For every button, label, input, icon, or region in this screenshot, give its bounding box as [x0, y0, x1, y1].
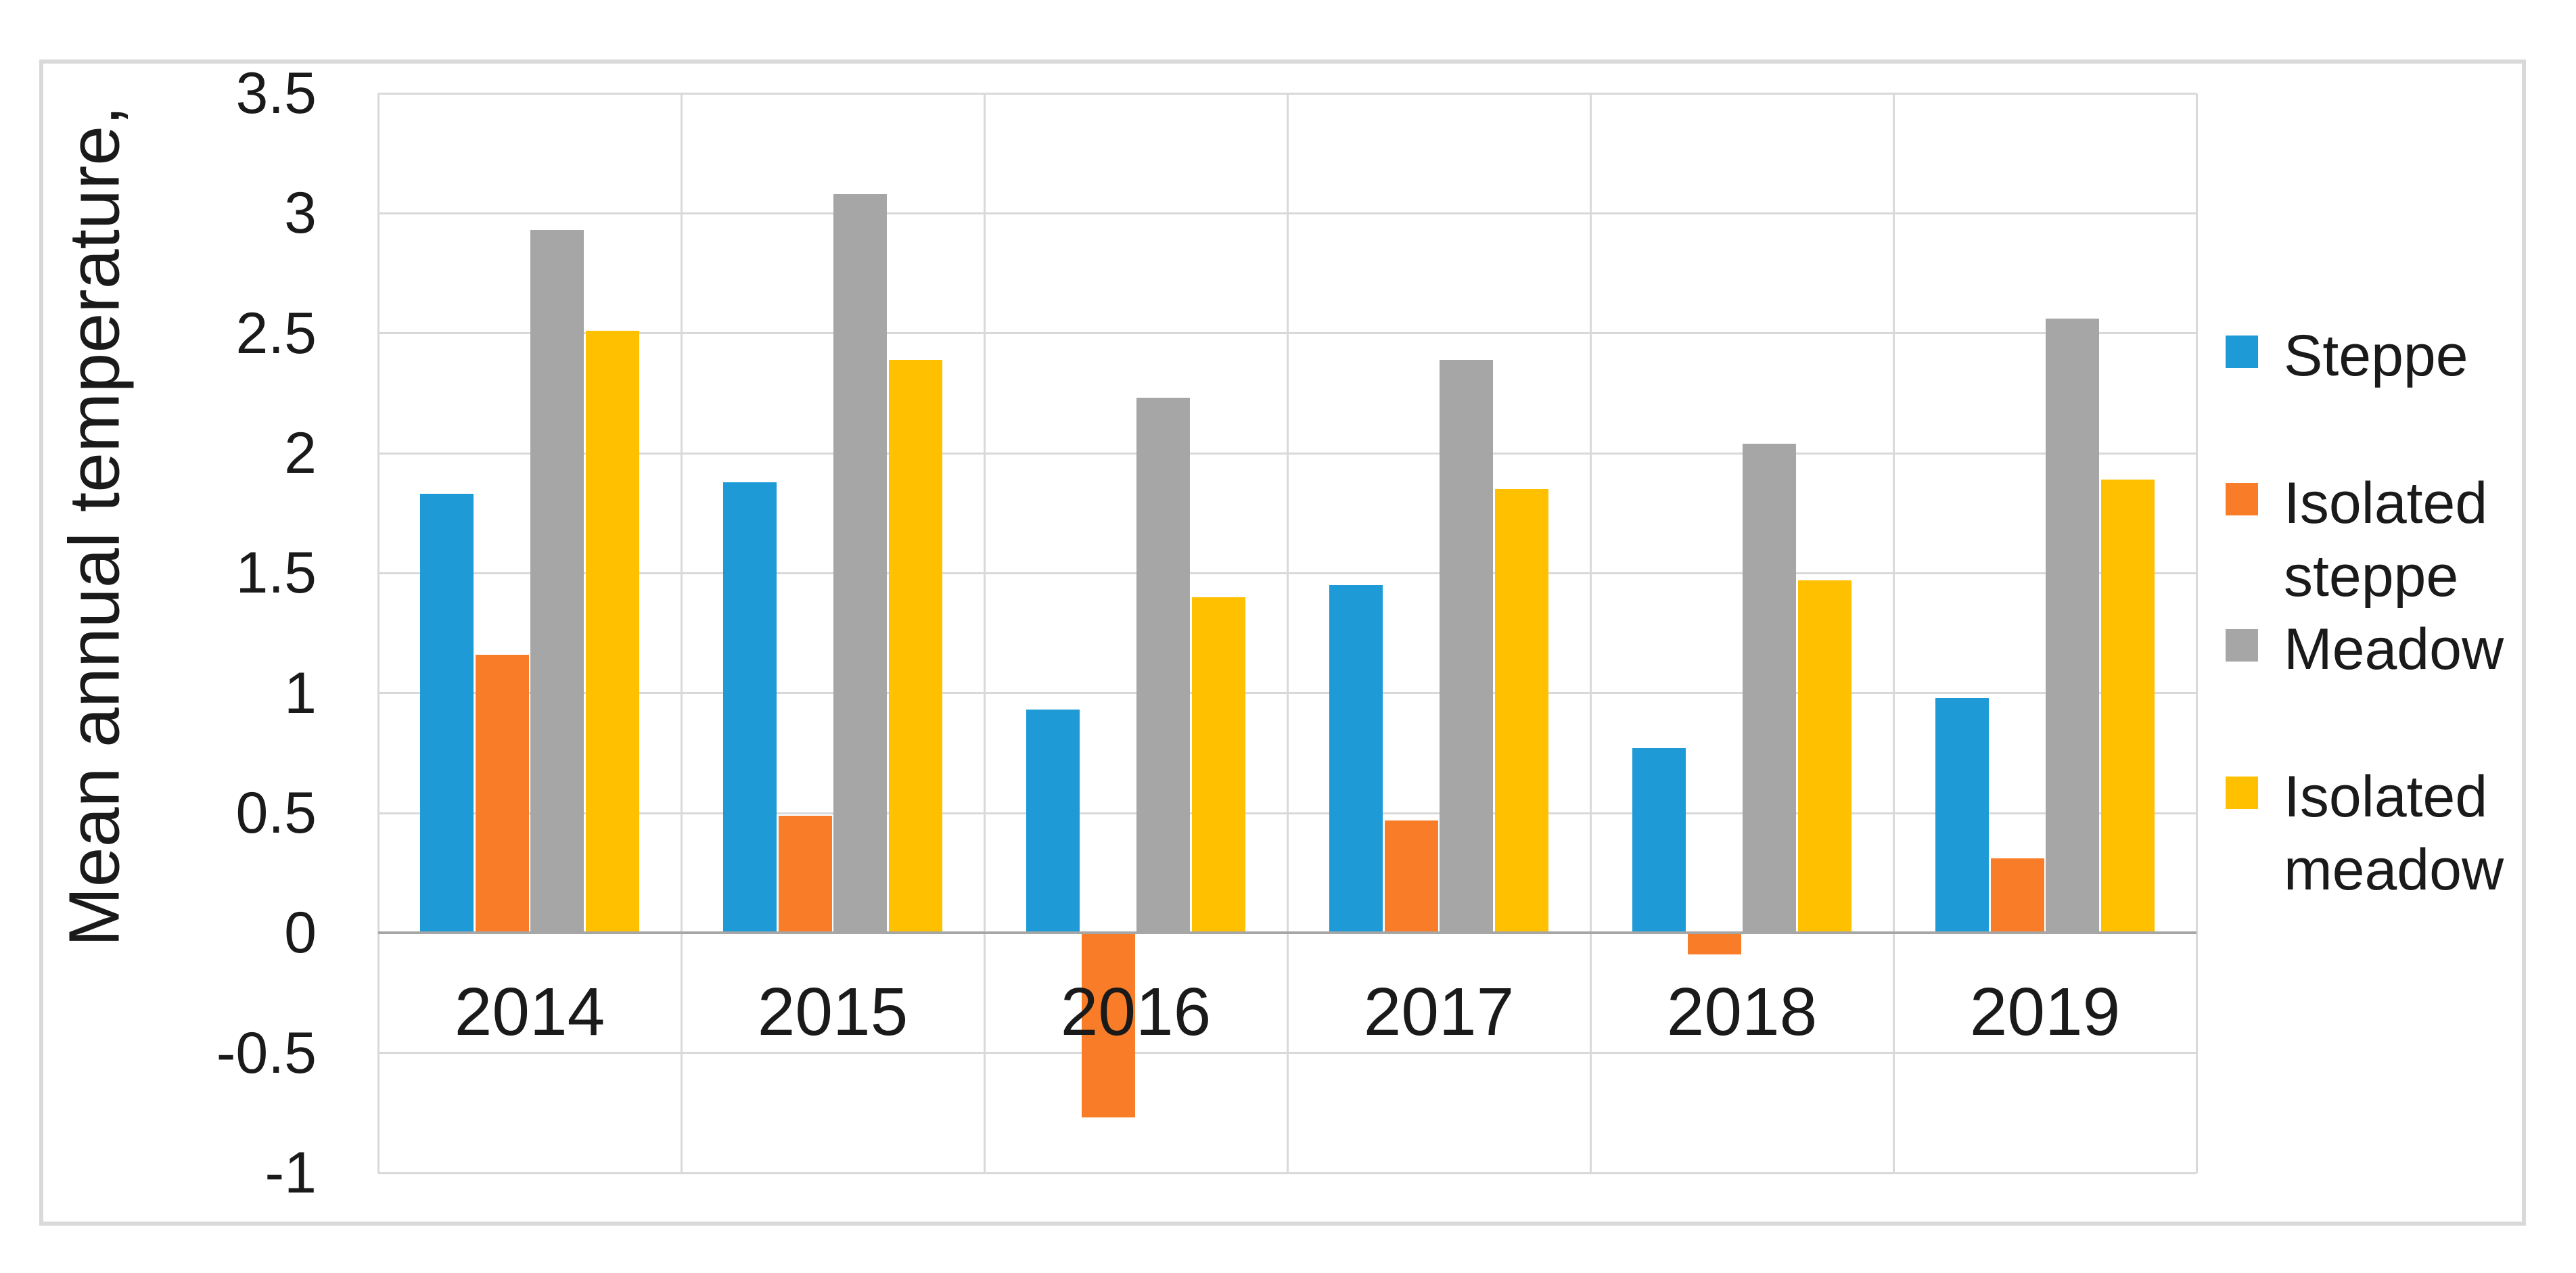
legend-item-meadow: Meadow: [2226, 613, 2544, 759]
x-category-label-2016: 2016: [1060, 974, 1212, 1050]
legend-label-meadow: Meadow: [2284, 617, 2504, 682]
bar-steppe-2014: [420, 494, 474, 933]
bar-steppe-2019: [1935, 697, 1990, 933]
category-separator-4: [1589, 93, 1592, 1173]
bar-isolated-steppe-2017: [1384, 820, 1438, 933]
y-tick-label-1.5: 1.5: [235, 540, 317, 606]
bar-steppe-2015: [723, 482, 777, 933]
bar-steppe-2018: [1632, 748, 1686, 933]
y-tick-label--1: -1: [264, 1140, 317, 1205]
bar-meadow-2018: [1743, 443, 1797, 933]
legend-label-isolated-meadow: Isolated meadow: [2284, 764, 2504, 902]
legend-label-isolated-steppe: Isolated steppe: [2284, 471, 2488, 609]
legend-item-isolated-steppe: Isolated steppe: [2226, 467, 2544, 613]
bar-isolated-meadow-2015: [888, 359, 942, 933]
category-separator-6: [2195, 93, 2198, 1173]
bar-meadow-2019: [2046, 319, 2100, 933]
bar-isolated-steppe-2018: [1687, 933, 1741, 955]
category-separator-2: [983, 93, 986, 1173]
bar-meadow-2014: [530, 230, 584, 933]
y-tick-label-0: 0: [284, 900, 317, 966]
y-tick-label-3: 3: [284, 181, 317, 246]
bar-isolated-meadow-2019: [2100, 480, 2155, 933]
y-axis-tick-labels: 3.5 3 2.5 2 1.5 1 0.5 0 -0.5 -1: [81, 0, 317, 1273]
bar-meadow-2016: [1136, 398, 1191, 933]
legend-swatch-meadow: [2226, 629, 2258, 662]
bar-meadow-2015: [833, 193, 888, 933]
plot-area: 2014 2015 2016 2017 2018 2019: [377, 92, 2198, 1174]
legend: Steppe Isolated steppe Meadow Isolated mead…: [2226, 0, 2544, 1273]
y-tick-label-3.5: 3.5: [235, 61, 317, 126]
category-separator-1: [680, 93, 683, 1173]
legend-item-isolated-meadow: Isolated meadow: [2226, 760, 2544, 906]
category-separator-3: [1286, 93, 1289, 1173]
legend-swatch-steppe: [2226, 335, 2258, 368]
legend-label-steppe: Steppe: [2284, 323, 2468, 388]
category-separator-5: [1892, 93, 1895, 1173]
y-tick-label--0.5: -0.5: [216, 1020, 317, 1086]
bar-isolated-meadow-2016: [1191, 597, 1245, 933]
bar-isolated-steppe-2015: [778, 815, 832, 933]
y-axis-line: [377, 93, 380, 1173]
x-category-label-2017: 2017: [1363, 974, 1515, 1050]
bar-isolated-meadow-2018: [1797, 580, 1852, 933]
x-category-label-2015: 2015: [757, 974, 908, 1050]
x-category-label-2019: 2019: [1969, 974, 2121, 1050]
y-tick-label-0.5: 0.5: [235, 781, 317, 846]
zero-axis-line: [378, 931, 2196, 935]
bar-steppe-2016: [1026, 710, 1080, 933]
y-tick-label-2.5: 2.5: [235, 300, 317, 366]
bar-isolated-steppe-2014: [475, 654, 529, 933]
bar-isolated-steppe-2016: [1081, 933, 1135, 1118]
y-tick-label-1: 1: [284, 660, 317, 726]
bar-isolated-steppe-2019: [1990, 858, 2044, 933]
legend-item-steppe: Steppe: [2226, 319, 2544, 465]
bar-isolated-meadow-2014: [585, 331, 639, 933]
gridline-y--1: [378, 1172, 2196, 1174]
bar-meadow-2017: [1440, 359, 1494, 933]
y-tick-label-2: 2: [284, 421, 317, 486]
legend-swatch-isolated-steppe: [2226, 483, 2258, 515]
x-category-label-2014: 2014: [454, 974, 605, 1050]
x-category-label-2018: 2018: [1666, 974, 1818, 1050]
bar-isolated-meadow-2017: [1494, 489, 1548, 933]
legend-swatch-isolated-meadow: [2226, 777, 2258, 809]
bar-steppe-2017: [1329, 585, 1383, 933]
